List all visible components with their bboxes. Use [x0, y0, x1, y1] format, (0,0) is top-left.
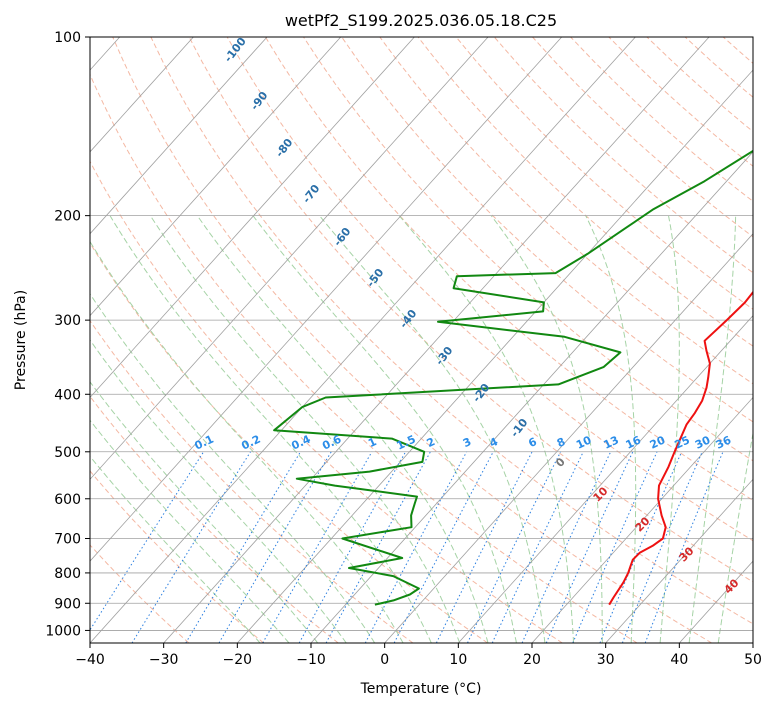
- isotherm-line: [163, 37, 710, 643]
- x-tick-label: 50: [744, 652, 762, 668]
- data-layer: [273, 149, 753, 606]
- plot-frame: [89, 36, 754, 644]
- mixing-ratio-line: [644, 451, 724, 643]
- y-tick-label: 400: [54, 387, 81, 403]
- dry-adiabat-line: [188, 37, 753, 583]
- isotherm-line: [90, 37, 415, 399]
- mixing-ratio-label: 25: [673, 434, 692, 452]
- y-axis-label: Pressure (hPa): [13, 290, 29, 390]
- dry-adiabat-line: [341, 37, 753, 423]
- moist-adiabat-line: [252, 215, 517, 643]
- x-tick-label: −20: [223, 652, 253, 668]
- moist-adiabat-line: [490, 215, 603, 643]
- mixing-ratio-label: 30: [693, 433, 713, 451]
- mixing-ratio-label: 10: [574, 433, 594, 451]
- mixing-ratio-line: [599, 451, 683, 643]
- x-tick-label: 30: [597, 652, 615, 668]
- moist-adiabat-line: [90, 381, 319, 643]
- moist-adiabat-line: [90, 419, 290, 643]
- grid-layer: [90, 37, 753, 643]
- y-tick-label: 500: [54, 445, 81, 461]
- dry-adiabat-line: [90, 470, 264, 643]
- x-tick-label: −10: [296, 652, 326, 668]
- x-tick-label: 20: [523, 652, 541, 668]
- x-tick-label: −30: [149, 652, 179, 668]
- moist-adiabat-line: [149, 215, 461, 643]
- mixing-ratio-label: 16: [624, 433, 644, 451]
- axis-layer: −40 −30 −20 −10 0 10 20 30 40 50 100 200 300 400 500 60…: [45, 30, 762, 668]
- moist-adiabat-line: [90, 339, 347, 643]
- moist-adiabat-line: [398, 215, 575, 643]
- dry-adiabat-line: [150, 37, 753, 625]
- dewpoint-profile-line: [273, 149, 753, 606]
- moist-adiabat-line: [319, 215, 546, 643]
- x-tick-label: 40: [670, 652, 688, 668]
- y-tick-label: 300: [54, 313, 81, 329]
- moist-adiabat-line: [90, 240, 404, 643]
- isotherm-line: [90, 37, 342, 317]
- isotherm-line: [90, 37, 489, 480]
- mixing-ratio-line: [298, 451, 407, 643]
- mixing-ratio-line: [467, 451, 562, 643]
- isotherm-line: [90, 37, 636, 643]
- mixing-ratio-label: 36: [714, 433, 734, 451]
- isotherm-line: [384, 233, 753, 643]
- mixing-ratio-line: [435, 451, 533, 643]
- y-tick-label: 600: [54, 492, 81, 508]
- isotherm-line: [531, 396, 753, 643]
- isotherm-line: [90, 37, 268, 235]
- dry-adiabat-line: [112, 37, 712, 643]
- isotherm-line: [310, 151, 753, 643]
- dry-adiabat-line: [90, 241, 488, 643]
- x-tick-label: 10: [449, 652, 467, 668]
- mixing-ratio-line: [90, 451, 205, 631]
- moist-adiabat-line: [90, 455, 261, 643]
- y-tick-label: 800: [54, 566, 81, 582]
- x-tick-label: −40: [75, 652, 105, 668]
- moist-adiabat-line: [688, 215, 737, 643]
- y-tick-label: 100: [54, 30, 81, 46]
- temperature-profile-line: [608, 290, 753, 606]
- dry-adiabat-line: [455, 37, 753, 310]
- mixing-ratio-line: [572, 451, 658, 643]
- isotherm-line: [237, 69, 753, 643]
- mixing-ratio-line: [364, 451, 468, 643]
- moist-adiabat-line: [109, 215, 432, 643]
- y-tick-label: 200: [54, 209, 81, 225]
- mixing-ratio-label: 20: [648, 433, 668, 451]
- x-tick-label: 0: [380, 652, 389, 668]
- isotherm-line: [605, 478, 753, 643]
- x-axis-label: Temperature (°C): [360, 681, 482, 697]
- chart-title: wetPf2_S199.2025.036.05.18.C25: [285, 11, 557, 31]
- mixing-ratio-line: [621, 451, 703, 643]
- dry-adiabat-line: [417, 37, 753, 347]
- mixing-ratio-line: [185, 451, 301, 643]
- moist-adiabat-line: [717, 430, 753, 643]
- moist-adiabat-line: [90, 293, 376, 643]
- y-tick-label: 700: [54, 532, 81, 548]
- dry-adiabat-line: [90, 73, 638, 643]
- isotherm-line: [90, 37, 563, 562]
- y-tick-label: 1000: [45, 623, 81, 639]
- mixing-ratio-label: 13: [602, 434, 621, 452]
- dry-adiabat-line: [264, 37, 753, 501]
- isotherm-line: [458, 314, 753, 643]
- isotherm-line: [90, 37, 194, 153]
- moist-adiabat-line: [585, 215, 637, 643]
- y-tick-label: 900: [54, 596, 81, 612]
- moist-adiabat-line: [659, 215, 680, 643]
